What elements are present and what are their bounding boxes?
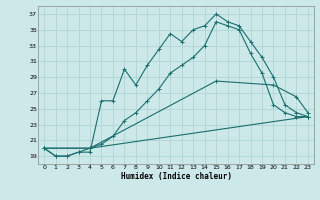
X-axis label: Humidex (Indice chaleur): Humidex (Indice chaleur) xyxy=(121,172,231,181)
